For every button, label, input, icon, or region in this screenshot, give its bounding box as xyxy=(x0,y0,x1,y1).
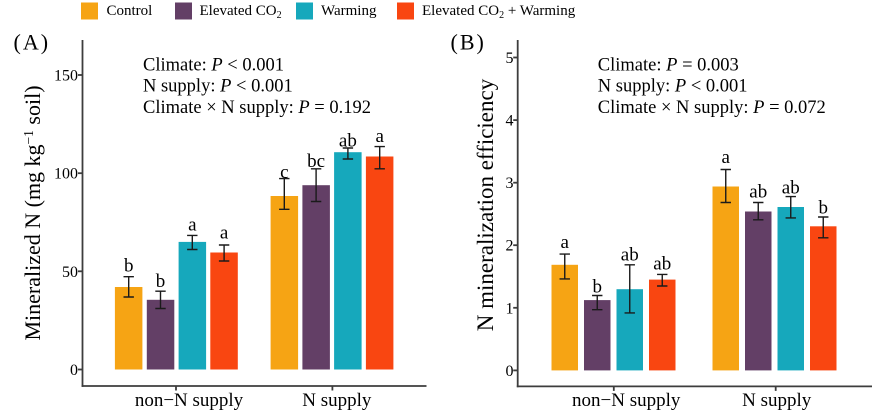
svg-text:ab: ab xyxy=(621,245,639,266)
svg-text:100: 100 xyxy=(54,166,78,183)
svg-text:2: 2 xyxy=(506,238,514,255)
svg-text:4: 4 xyxy=(506,113,514,130)
svg-text:3: 3 xyxy=(506,175,514,192)
svg-text:N supply: N supply xyxy=(302,390,372,411)
svg-text:(B): (B) xyxy=(451,30,486,55)
svg-text:c: c xyxy=(280,162,288,183)
svg-text:50: 50 xyxy=(62,264,78,281)
svg-text:0: 0 xyxy=(70,362,78,379)
svg-text:a: a xyxy=(188,214,197,235)
svg-text:b: b xyxy=(156,271,166,292)
svg-text:a: a xyxy=(375,126,384,147)
svg-text:Climate × N supply: P = 0.192: Climate × N supply: P = 0.192 xyxy=(143,98,371,118)
svg-text:1: 1 xyxy=(506,300,514,317)
svg-text:N mineralization efficiency: N mineralization efficiency xyxy=(473,78,498,331)
svg-text:Control: Control xyxy=(107,3,153,19)
svg-text:ab: ab xyxy=(653,254,671,275)
svg-text:a: a xyxy=(722,147,731,168)
svg-text:150: 150 xyxy=(54,68,78,85)
svg-text:ab: ab xyxy=(339,130,357,151)
svg-text:Climate: P = 0.003: Climate: P = 0.003 xyxy=(598,55,739,75)
svg-text:bc: bc xyxy=(307,151,325,172)
svg-text:a: a xyxy=(220,223,229,244)
svg-text:N supply: N supply xyxy=(742,390,812,411)
svg-text:Climate × N supply: P = 0.072: Climate × N supply: P = 0.072 xyxy=(598,98,826,118)
svg-text:b: b xyxy=(124,256,134,277)
svg-text:N supply: P < 0.001: N supply: P < 0.001 xyxy=(143,77,293,97)
svg-text:Warming: Warming xyxy=(321,3,377,19)
svg-text:b: b xyxy=(819,198,829,219)
svg-text:a: a xyxy=(561,232,570,253)
svg-text:Mineralized N (mg kg−1 soil): Mineralized N (mg kg−1 soil) xyxy=(20,85,45,340)
svg-text:b: b xyxy=(593,276,603,297)
svg-text:(A): (A) xyxy=(14,30,51,55)
svg-text:non−N supply: non−N supply xyxy=(135,390,244,411)
svg-text:non−N supply: non−N supply xyxy=(572,390,681,411)
svg-text:N supply: P < 0.001: N supply: P < 0.001 xyxy=(598,77,748,97)
svg-text:ab: ab xyxy=(782,178,800,199)
svg-text:Climate: P < 0.001: Climate: P < 0.001 xyxy=(143,55,284,75)
svg-text:5: 5 xyxy=(506,50,514,67)
svg-text:Elevated CO2 + Warming: Elevated CO2 + Warming xyxy=(422,3,576,21)
svg-text:Elevated CO2: Elevated CO2 xyxy=(200,3,282,21)
svg-text:0: 0 xyxy=(506,363,514,380)
svg-text:ab: ab xyxy=(749,182,767,203)
